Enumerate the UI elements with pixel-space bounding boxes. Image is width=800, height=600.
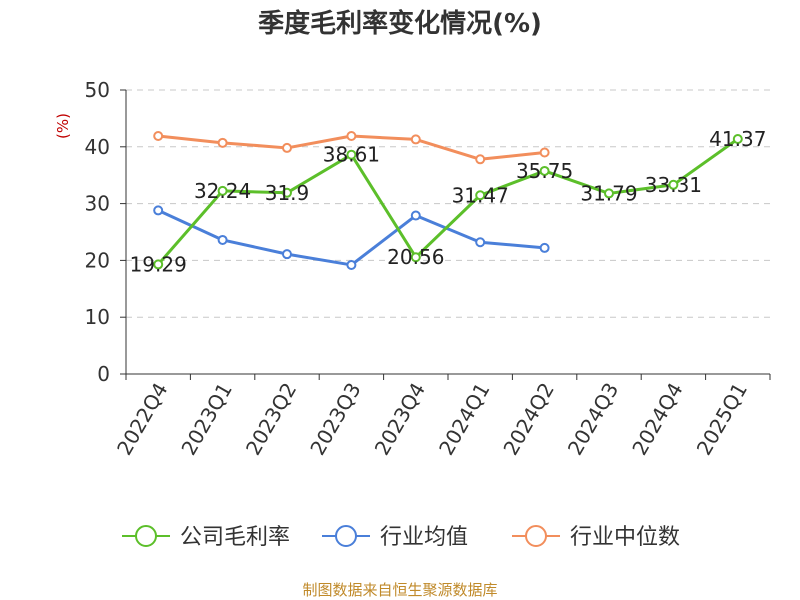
y-tick-label-0: 0 (97, 362, 110, 386)
point-2-5 (475, 154, 486, 165)
data-label-0-0: 19.29 (130, 252, 187, 276)
axes (120, 89, 771, 380)
point-0-8 (668, 179, 679, 190)
chart-title: 季度毛利率变化情况(%) (258, 8, 542, 39)
point-2-2 (282, 142, 292, 153)
data-label-0-6: 35.75 (516, 159, 573, 183)
legend-label-2: 行业中位数 (570, 525, 680, 550)
point-0-6 (539, 165, 550, 176)
series-line-0 (157, 137, 739, 266)
x-tick-label-8: 2024Q4 (627, 379, 687, 460)
y-tick-label-5: 50 (85, 78, 110, 102)
point-2-4 (410, 134, 421, 145)
point-0-0 (153, 259, 164, 270)
point-1-0 (153, 205, 164, 216)
x-tick-label-3: 2023Q3 (305, 379, 365, 460)
x-tick-label-1: 2023Q1 (176, 379, 236, 460)
data-label-0-9: 41.37 (709, 127, 766, 151)
point-1-2 (282, 249, 292, 260)
y-tick-label-2: 20 (85, 248, 110, 272)
x-tick-label-9: 2025Q1 (692, 379, 752, 460)
data-label-0-3: 38.61 (323, 143, 380, 167)
data-label-0-5: 31.47 (452, 183, 509, 207)
x-tick-label-7: 2024Q3 (563, 379, 623, 460)
point-0-4 (410, 252, 421, 263)
y-tick-labels: 0 10 20 30 40 50 (85, 78, 110, 386)
point-2-1 (217, 137, 228, 148)
series-line-1 (157, 209, 545, 267)
point-2-0 (153, 131, 164, 142)
data-label-0-8: 33.31 (645, 173, 702, 197)
point-0-1 (217, 185, 228, 196)
legend-label-0: 公司毛利率 (180, 525, 290, 550)
legend-marker-2 (525, 525, 547, 547)
source-note: 制图数据来自恒生聚源数据库 (302, 581, 497, 599)
data-label-0-2: 31.9 (265, 181, 310, 205)
x-tick-label-0: 2022Q4 (112, 379, 172, 460)
legend: 公司毛利率 行业均值 行业中位数 (122, 525, 680, 550)
point-1-4 (410, 210, 421, 221)
legend-label-1: 行业均值 (380, 525, 468, 550)
point-1-6 (539, 242, 550, 253)
point-1-3 (346, 259, 357, 270)
gridlines (126, 89, 770, 318)
x-tick-label-6: 2024Q2 (498, 379, 558, 460)
legend-marker-1 (335, 525, 357, 547)
y-unit-label: (%) (54, 113, 72, 139)
point-0-3 (346, 149, 357, 160)
series-group (153, 131, 743, 270)
point-0-2 (282, 187, 292, 198)
legend-marker-0 (135, 525, 157, 547)
point-1-5 (475, 237, 486, 248)
x-tick-label-2: 2023Q2 (241, 379, 301, 460)
point-0-7 (604, 188, 614, 199)
y-tick-label-1: 10 (85, 305, 110, 329)
x-tick-labels: 2022Q4 2023Q1 2023Q2 2023Q3 2023Q4 2024Q1 2024… (112, 379, 752, 460)
point-2-3 (346, 131, 357, 142)
x-tick-label-5: 2024Q1 (434, 379, 494, 460)
y-tick-label-3: 30 (85, 192, 110, 216)
data-labels: 19.29 32.24 31.9 38.61 20.56 31.47 35.75 31.79 3… (130, 127, 767, 276)
data-label-0-1: 32.24 (194, 179, 251, 203)
data-label-0-4: 20.56 (387, 245, 444, 269)
data-label-0-7: 31.79 (580, 181, 637, 205)
point-1-1 (217, 234, 228, 245)
y-tick-label-4: 40 (85, 135, 110, 159)
point-0-9 (732, 134, 743, 145)
point-0-5 (475, 190, 486, 201)
point-2-6 (539, 147, 550, 158)
x-tick-label-4: 2023Q4 (370, 379, 430, 460)
